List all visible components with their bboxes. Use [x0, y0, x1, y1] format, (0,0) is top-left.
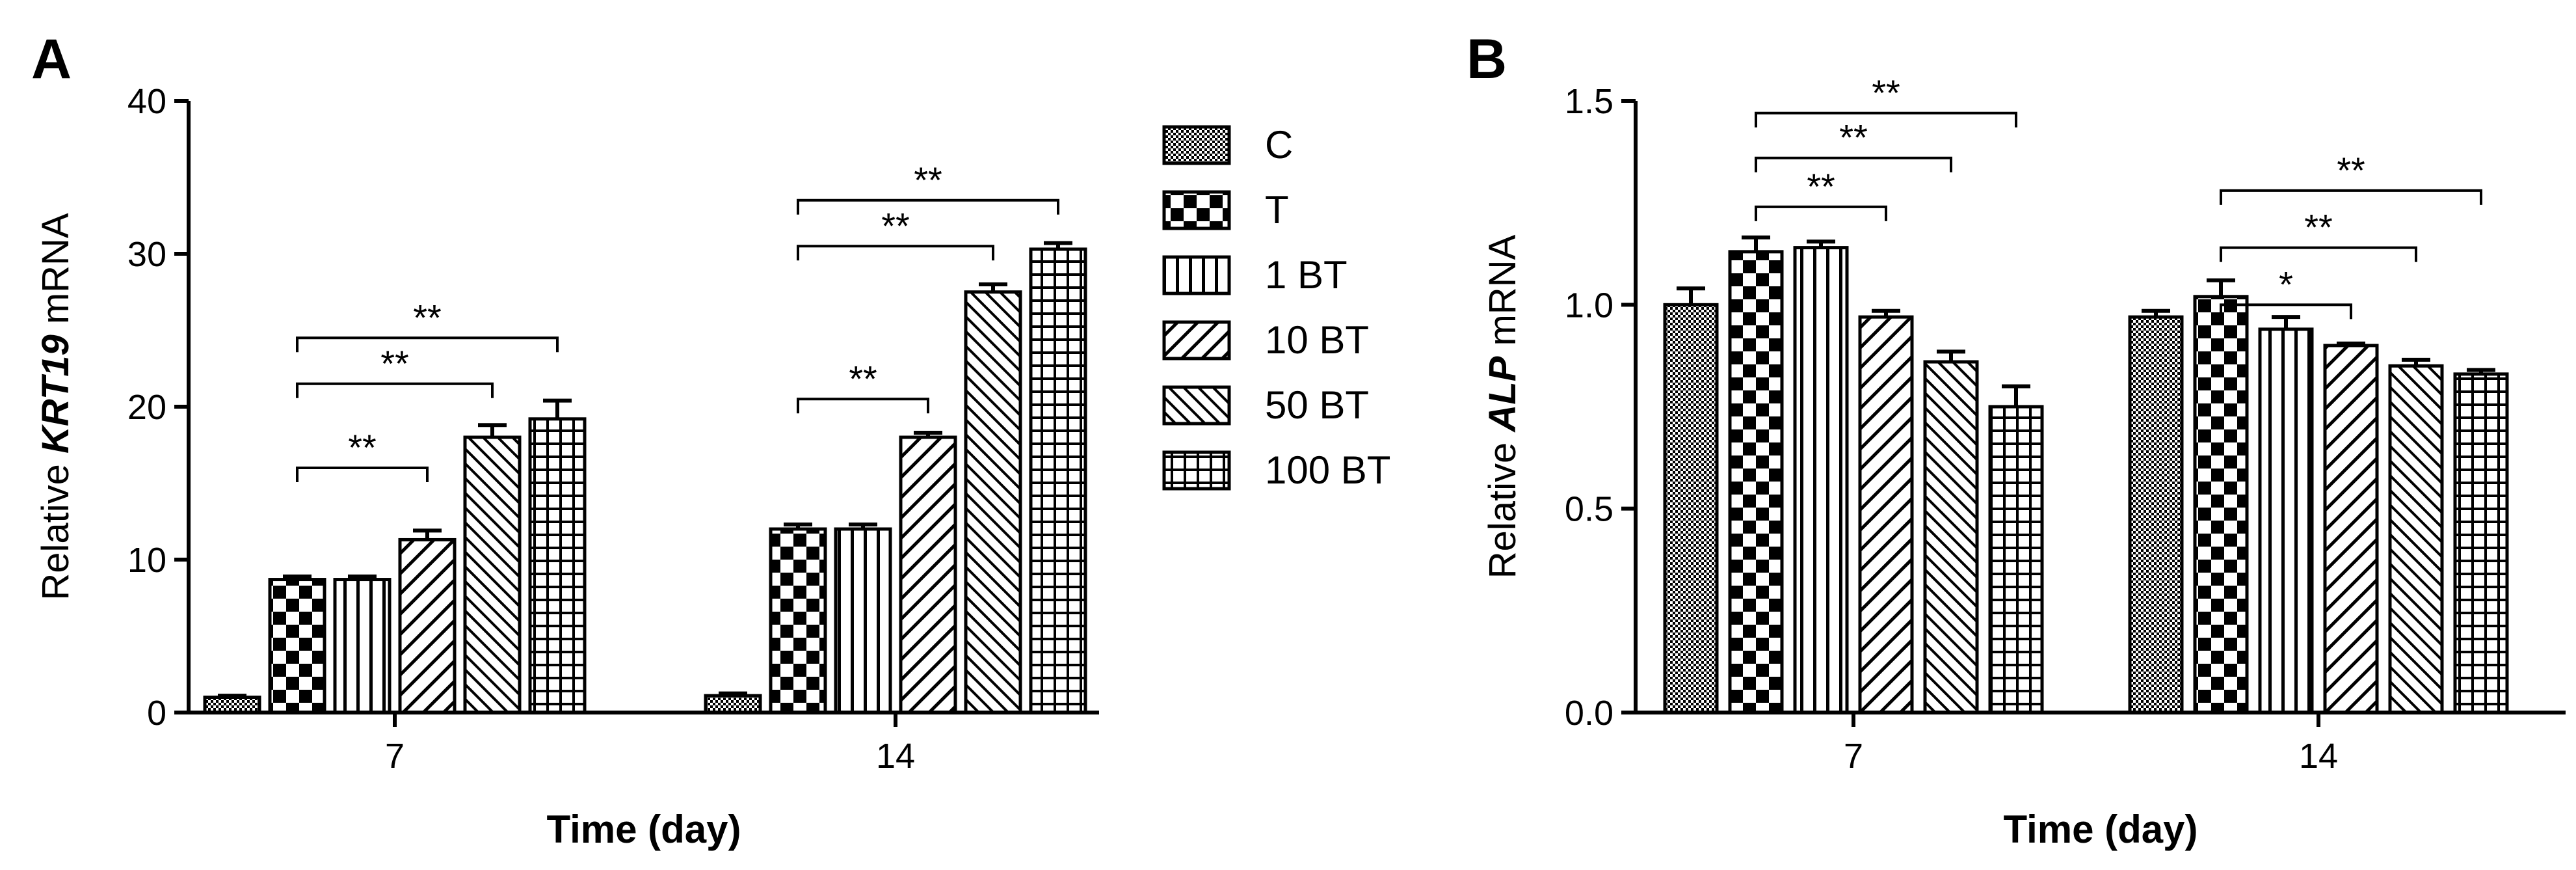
- significance-bracket-krt19: [296, 382, 494, 398]
- bar-alp-14-C: [2128, 315, 2184, 714]
- significance-bracket-krt19: [296, 467, 429, 482]
- bar-krt19-7-C: [203, 696, 261, 714]
- x-tick-label-alp: 7: [1844, 737, 1863, 776]
- significance-bracket-alp: [2220, 246, 2417, 262]
- legend-label-10BT: 10 BT: [1265, 318, 1369, 362]
- y-tick-label-krt19: 40: [127, 82, 166, 121]
- significance-bracket-krt19: [797, 398, 929, 414]
- y-tick-label-alp: 1.0: [1565, 286, 1613, 325]
- y-tick-label-krt19: 20: [127, 388, 166, 427]
- y-axis-title-part: Relative: [34, 454, 77, 601]
- y-axis-title-krt19: Relative KRT19 mRNA: [34, 213, 77, 601]
- bar-krt19-14-C: [704, 694, 762, 714]
- panel-letter-b: B: [1467, 28, 1507, 90]
- y-axis-title-part: mRNA: [34, 213, 77, 334]
- bar-alp-14-100BT: [2453, 372, 2509, 714]
- bar-krt19-7-50BT: [463, 435, 522, 714]
- legend: CT 1 BT 10 BT 50 BT 100 BT: [1162, 123, 1390, 492]
- bar-krt19-14-100BT: [1029, 247, 1087, 714]
- chart-krt19: 0 10 20 30 40 7 14 Time (day) Relative KRT19 mRN…: [34, 82, 1099, 851]
- bar-krt19-7-1BT: [333, 578, 392, 714]
- legend-label-C: C: [1265, 123, 1293, 167]
- bar-krt19-7-100BT: [528, 417, 587, 714]
- y-tick-label-alp: 1.5: [1565, 82, 1613, 121]
- x-tick-label-alp: 14: [2299, 737, 2338, 776]
- bar-krt19-7-T: [268, 578, 326, 714]
- significance-label-alp: **: [1839, 117, 1868, 158]
- bar-alp-7-50BT: [1923, 360, 1979, 714]
- significance-bracket-krt19: [797, 245, 994, 261]
- significance-label-alp: **: [2337, 150, 2365, 191]
- significance-bracket-alp: [1755, 156, 1952, 172]
- bar-alp-14-1BT: [2258, 327, 2314, 714]
- x-axis-title-alp: Time (day): [2004, 808, 2198, 851]
- legend-swatch-T: [1162, 190, 1231, 230]
- legend-swatch-100BT: [1162, 450, 1231, 491]
- significance-label-alp: *: [2279, 264, 2293, 305]
- significance-label-krt19: **: [380, 343, 409, 384]
- significance-label-alp: **: [1872, 72, 1900, 113]
- bar-alp-14-50BT: [2388, 364, 2444, 714]
- bar-krt19-14-1BT: [834, 527, 892, 714]
- significance-bracket-krt19: [296, 336, 559, 353]
- significance-bracket-alp: [1755, 111, 2017, 128]
- significance-label-krt19: **: [849, 358, 877, 399]
- chart-alp: 0.0 0.5 1.0 1.5 7 14 Time (day) Relative ALP mR…: [1481, 72, 2566, 851]
- bar-krt19-14-10BT: [899, 435, 957, 714]
- bar-alp-14-T: [2193, 295, 2249, 714]
- legend-label-T: T: [1265, 188, 1289, 232]
- legend-label-50BT: 50 BT: [1265, 383, 1369, 427]
- bar-alp-7-C: [1663, 303, 1719, 714]
- bar-alp-7-100BT: [1988, 405, 2044, 714]
- y-tick-label-alp: 0.5: [1565, 490, 1613, 529]
- significance-label-krt19: **: [348, 427, 377, 468]
- significance-label-alp: **: [1807, 166, 1835, 207]
- significance-label-krt19: **: [413, 297, 442, 338]
- legend-label-1BT: 1 BT: [1265, 253, 1348, 297]
- significance-label-alp: **: [2304, 207, 2333, 248]
- bar-alp-7-T: [1728, 250, 1784, 714]
- significance-label-krt19: **: [914, 159, 942, 200]
- x-tick-label-krt19: 7: [385, 737, 405, 776]
- y-axis-title-part: KRT19: [34, 334, 77, 454]
- significance-bracket-alp: [2220, 303, 2352, 319]
- legend-swatch-1BT: [1162, 255, 1231, 295]
- legend-swatch-50BT: [1162, 385, 1231, 426]
- panel-letter-a: A: [31, 28, 72, 90]
- x-tick-label-krt19: 14: [876, 737, 915, 776]
- significance-bracket-alp: [2220, 189, 2482, 205]
- bar-krt19-7-10BT: [398, 537, 457, 714]
- y-axis-title-part: Relative: [1481, 432, 1524, 579]
- significance-label-krt19: **: [881, 205, 910, 246]
- bar-krt19-14-T: [769, 527, 827, 714]
- legend-swatch-C: [1162, 125, 1231, 165]
- y-tick-label-krt19: 10: [127, 541, 166, 580]
- legend-swatch-10BT: [1162, 320, 1231, 360]
- bar-alp-14-10BT: [2323, 344, 2379, 714]
- bar-alp-7-1BT: [1793, 246, 1849, 714]
- y-tick-label-alp: 0.0: [1565, 694, 1613, 733]
- legend-label-100BT: 100 BT: [1265, 448, 1390, 492]
- significance-bracket-alp: [1755, 205, 1887, 221]
- y-axis-title-alp: Relative ALP mRNA: [1481, 234, 1524, 578]
- y-axis-title-part: ALP: [1481, 356, 1524, 433]
- y-axis-title-part: mRNA: [1481, 234, 1524, 356]
- bar-krt19-14-50BT: [964, 290, 1022, 714]
- significance-bracket-krt19: [797, 198, 1059, 215]
- bar-alp-7-10BT: [1858, 315, 1914, 714]
- y-tick-label-krt19: 30: [127, 235, 166, 274]
- x-axis-title-krt19: Time (day): [547, 808, 741, 851]
- y-tick-label-krt19: 0: [147, 694, 166, 733]
